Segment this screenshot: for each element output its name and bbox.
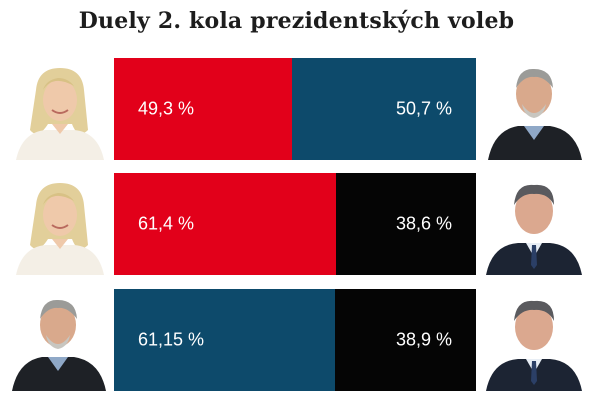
duel-bar-3: 61,15 % 38,9 % [114, 289, 476, 391]
man-portrait [484, 175, 584, 275]
bar-label: 38,9 % [395, 329, 452, 350]
duel-bar-2: 61,4 % 38,6 % [114, 173, 476, 275]
bar-label: 50,7 % [395, 98, 452, 119]
page-title: Duely 2. kola prezidentských voleb [78, 8, 515, 34]
man-portrait [484, 291, 584, 391]
bar-segment-right: 38,9 % [335, 289, 476, 391]
bar-segment-right: 38,6 % [336, 173, 476, 275]
bar-label: 61,4 % [138, 213, 195, 234]
bar-label: 49,3 % [138, 98, 195, 119]
bar-segment-right: 50,7 % [292, 58, 476, 160]
duel-bar-1: 49,3 % 50,7 % [114, 58, 476, 160]
man-portrait [8, 291, 108, 391]
bar-label: 38,6 % [395, 213, 452, 234]
woman-portrait [8, 175, 108, 275]
woman-portrait [8, 60, 108, 160]
bar-segment-left: 61,15 % [114, 289, 336, 391]
bar-segment-left: 61,4 % [114, 173, 337, 275]
bar-label: 61,15 % [138, 329, 205, 350]
bar-segment-left: 49,3 % [114, 58, 293, 160]
man-portrait [484, 60, 584, 160]
